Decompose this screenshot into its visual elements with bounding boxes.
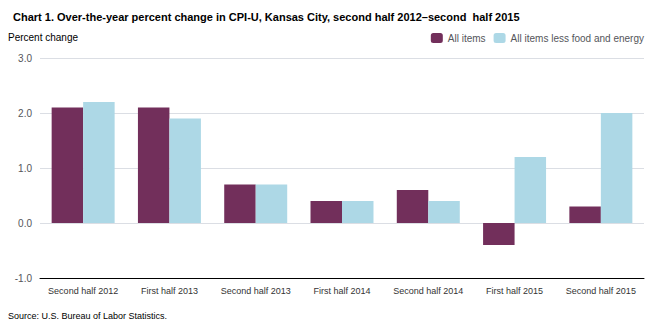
svg-text:First half 2014: First half 2014 <box>313 286 370 296</box>
svg-text:Chart 1. Over-the-year percent: Chart 1. Over-the-year percent change in… <box>13 11 520 23</box>
svg-text:Second half 2015: Second half 2015 <box>566 286 636 296</box>
svg-text:Second half 2013: Second half 2013 <box>221 286 291 296</box>
svg-text:2.0: 2.0 <box>18 108 32 119</box>
svg-text:First half 2013: First half 2013 <box>141 286 198 296</box>
svg-text:Percent change: Percent change <box>8 32 78 43</box>
svg-text:First half 2015: First half 2015 <box>486 286 543 296</box>
svg-text:1.0: 1.0 <box>18 163 32 174</box>
svg-text:-1.0: -1.0 <box>15 273 33 284</box>
svg-text:All items: All items <box>448 33 486 44</box>
svg-text:Source: U.S. Bureau of Labor S: Source: U.S. Bureau of Labor Statistics. <box>8 311 167 321</box>
svg-text:3.0: 3.0 <box>18 53 32 64</box>
svg-text:Second half 2014: Second half 2014 <box>393 286 463 296</box>
svg-text:All items less food and energy: All items less food and energy <box>511 33 644 44</box>
svg-text:0.0: 0.0 <box>18 218 32 229</box>
svg-text:Second half 2012: Second half 2012 <box>48 286 118 296</box>
